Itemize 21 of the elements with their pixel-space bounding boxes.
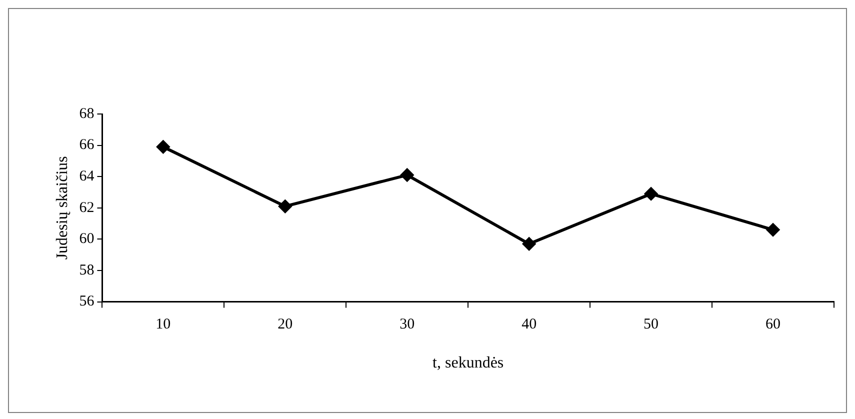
point — [522, 237, 536, 250]
y-tick-label: 58 — [79, 262, 94, 278]
point — [400, 168, 414, 182]
y-axis-title: Judesių skaičius — [54, 156, 71, 260]
x-tick-label: 40 — [522, 316, 537, 333]
x-tick-label: 20 — [278, 316, 293, 333]
y-tick-label: 64 — [79, 168, 95, 185]
point — [278, 200, 292, 213]
x-tick-label: 30 — [400, 316, 415, 333]
x-tick-label: 10 — [156, 316, 171, 333]
x-axis-title: t, sekundės — [432, 354, 504, 372]
point — [766, 223, 780, 236]
y-tick-label: 60 — [79, 231, 94, 248]
y-tick-label: 68 — [79, 106, 94, 122]
x-tick-label: 60 — [766, 316, 781, 333]
x-tick-label: 50 — [644, 316, 659, 333]
point — [156, 140, 170, 154]
y-tick-label: 66 — [79, 137, 95, 154]
y-tick-label: 56 — [79, 294, 95, 310]
y-tick-label: 62 — [79, 200, 94, 216]
point — [644, 187, 658, 200]
